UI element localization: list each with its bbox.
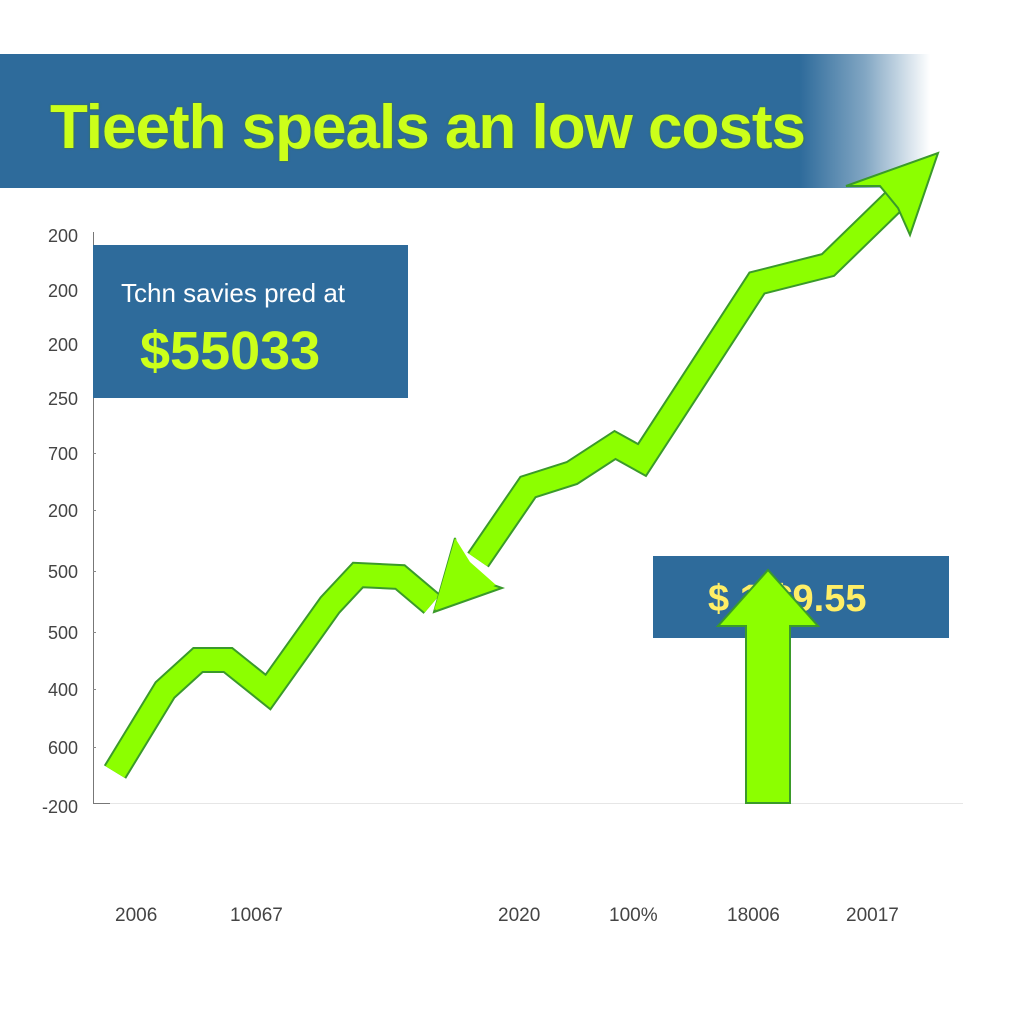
y-tick-label: 700 <box>47 444 78 464</box>
x-tick-label: 100% <box>609 905 658 926</box>
x-tick-label: 2006 <box>115 905 158 926</box>
y-axis <box>93 232 94 804</box>
x-tick-label: 2020 <box>498 905 541 926</box>
y-tick <box>93 571 96 572</box>
arrow-up-icon <box>715 568 821 804</box>
trend-line <box>105 563 440 778</box>
y-tick-label: 200 <box>47 335 78 355</box>
y-tick-label: 200 <box>47 281 78 301</box>
x-axis-origin-stub <box>93 803 110 804</box>
title-banner <box>0 54 930 188</box>
arrowhead-up-right-icon <box>845 151 940 238</box>
x-tick-label: 20017 <box>846 905 899 926</box>
arrowhead-down-left-icon <box>434 538 496 610</box>
y-tick <box>93 453 96 454</box>
y-tick-label: 400 <box>47 680 78 700</box>
y-tick <box>93 689 96 690</box>
y-tick-label: 200 <box>47 226 78 246</box>
savings-callout-box <box>93 245 408 398</box>
y-tick <box>93 632 96 633</box>
y-tick-label: 500 <box>47 562 78 582</box>
x-tick-label: 10067 <box>230 905 283 926</box>
trend-line-upper <box>468 187 908 567</box>
x-axis <box>93 803 963 804</box>
savings-callout-label: Tchn savies pred at <box>121 278 346 308</box>
y-tick-label: 600 <box>47 738 78 758</box>
y-tick <box>93 510 96 511</box>
y-tick <box>93 747 96 748</box>
savings-callout-value: $55033 <box>140 321 321 381</box>
y-tick-label: -200 <box>41 797 78 817</box>
y-tick-label: 250 <box>47 389 78 409</box>
chart-title: Tieeth speals an low costs <box>50 93 806 162</box>
y-tick-label: 500 <box>47 623 78 643</box>
y-tick-label: 200 <box>47 501 78 521</box>
x-tick-label: 18006 <box>727 905 780 926</box>
